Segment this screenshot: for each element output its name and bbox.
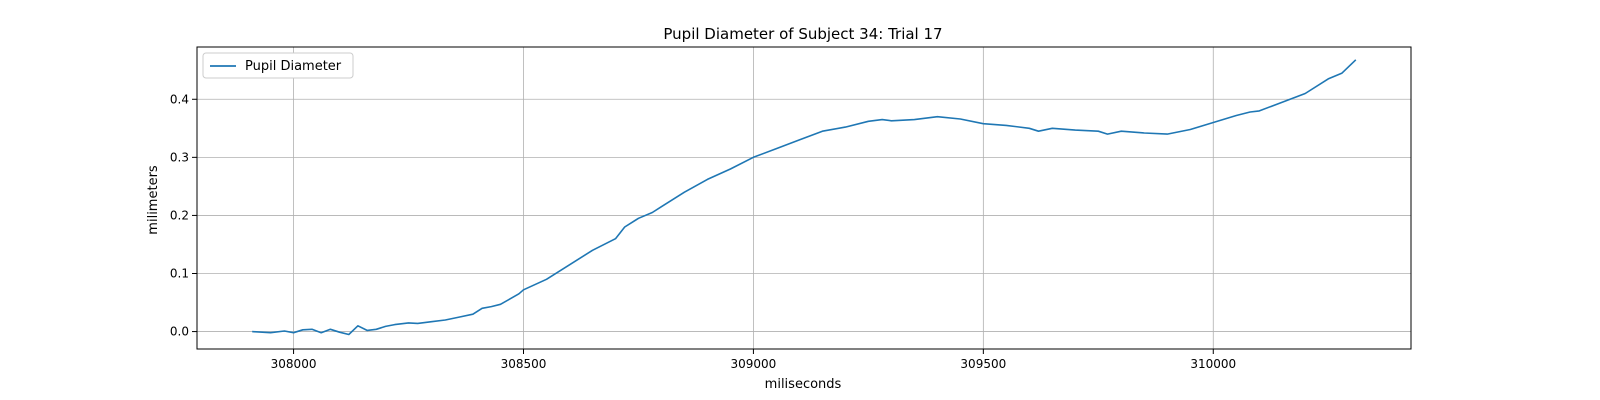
y-axis-label: milimeters xyxy=(146,165,161,235)
y-tick-label: 0.1 xyxy=(170,267,189,281)
y-tick-label: 0.4 xyxy=(170,92,189,106)
grid-lines xyxy=(197,47,1411,349)
chart-title: Pupil Diameter of Subject 34: Trial 17 xyxy=(663,25,942,43)
x-axis-label: miliseconds xyxy=(765,377,842,392)
plot-frame xyxy=(196,46,1412,350)
x-tick-label: 310000 xyxy=(1190,357,1236,371)
x-tick-label: 308500 xyxy=(501,357,547,371)
x-tick-label: 309000 xyxy=(731,357,777,371)
x-tick-label: 308000 xyxy=(271,357,317,371)
series-line-pupil-diameter xyxy=(252,59,1357,336)
series-layer xyxy=(252,59,1357,336)
x-tick-label: 309500 xyxy=(960,357,1006,371)
y-tick-label: 0.0 xyxy=(170,325,189,339)
legend-label-pupil-diameter: Pupil Diameter xyxy=(245,59,342,74)
y-axis-ticks: 0.0 0.1 0.2 0.3 0.4 xyxy=(170,92,197,339)
y-tick-label: 0.2 xyxy=(170,208,189,222)
y-tick-label: 0.3 xyxy=(170,150,189,164)
legend-box xyxy=(202,52,354,79)
legend: Pupil Diameter xyxy=(202,52,354,79)
x-axis-ticks: 308000 308500 309000 309500 310000 xyxy=(271,349,1236,371)
